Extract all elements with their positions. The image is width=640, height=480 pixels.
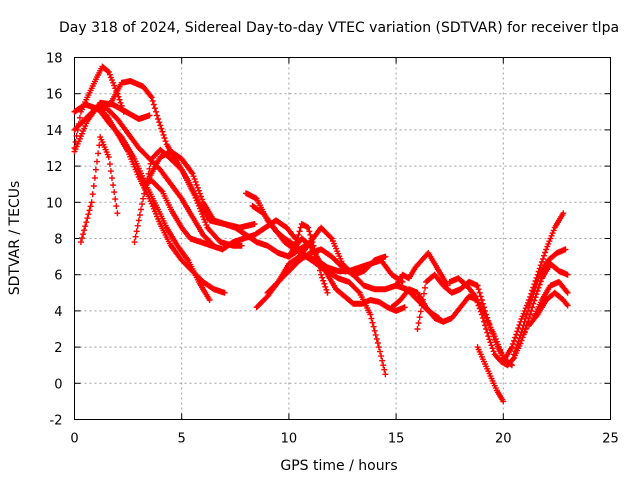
point-marks	[140, 177, 299, 253]
y-tick-label: 8	[54, 233, 62, 248]
data-points	[71, 63, 571, 405]
series-track-23	[511, 246, 569, 358]
x-axis-label: GPS time / hours	[280, 458, 397, 474]
y-tick-label: 14	[46, 124, 63, 139]
point-marks	[290, 235, 408, 314]
x-tick-label: 0	[70, 432, 78, 447]
point-marks	[71, 101, 228, 296]
y-tick-label: 0	[54, 377, 62, 392]
grid-lines	[74, 57, 611, 420]
x-tick-label: 10	[281, 432, 298, 447]
series-track-26	[530, 278, 571, 322]
y-tick-label: 2	[54, 341, 62, 356]
x-tick-label: 5	[178, 432, 186, 447]
y-tick-label: 12	[46, 160, 63, 175]
series-track-5	[77, 134, 121, 246]
axis-ticks	[74, 57, 611, 420]
chart-title: Day 318 of 2024, Sidereal Day-to-day VTE…	[59, 20, 619, 36]
point-marks	[530, 278, 571, 322]
y-axis-label: SDTVAR / TECUs	[7, 181, 23, 296]
point-marks	[77, 134, 121, 246]
point-marks	[393, 250, 451, 289]
y-tick-labels: -2 0 2 4 6 8 10 12 14 16 18	[46, 52, 63, 429]
series-track-24	[521, 260, 571, 336]
series-track-9	[140, 177, 299, 253]
y-tick-label: 4	[54, 305, 62, 320]
series-track-17	[393, 250, 451, 289]
series-track-16	[290, 235, 408, 314]
y-tick-label: 16	[46, 88, 63, 103]
series-track-14	[264, 246, 442, 322]
series-track-4	[71, 101, 228, 296]
x-tick-label: 25	[602, 432, 619, 447]
point-marks	[474, 344, 507, 405]
point-marks	[95, 105, 213, 303]
x-tick-label: 15	[388, 432, 405, 447]
point-marks	[521, 260, 571, 336]
y-tick-label: 18	[46, 52, 63, 67]
point-marks	[264, 246, 442, 322]
y-tick-label: 6	[54, 269, 62, 284]
x-tick-labels: 0 5 10 15 20 25	[70, 432, 618, 447]
series-track-21	[474, 344, 507, 405]
y-tick-label: -2	[50, 414, 63, 429]
y-tick-label: 10	[46, 196, 63, 211]
series-track-6	[95, 105, 213, 303]
point-marks	[511, 246, 569, 358]
x-tick-label: 20	[495, 432, 512, 447]
